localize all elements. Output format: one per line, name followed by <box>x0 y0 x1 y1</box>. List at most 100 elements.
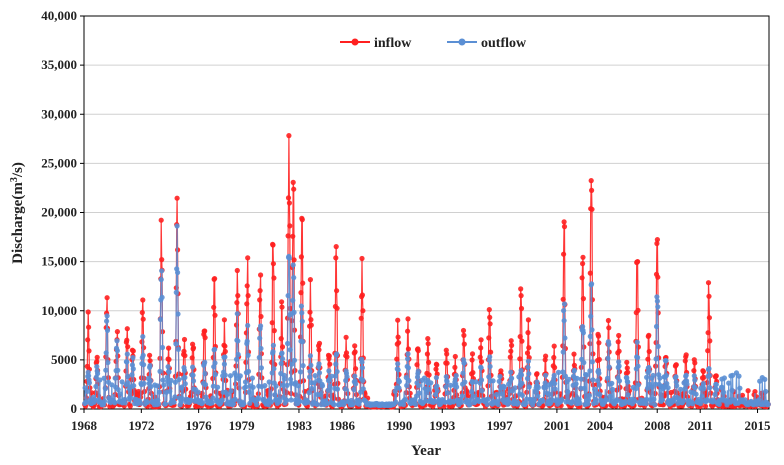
data-point-outflow <box>729 387 735 393</box>
data-point-outflow <box>512 385 518 391</box>
data-point-inflow <box>130 348 136 354</box>
data-point-inflow <box>279 344 286 350</box>
data-point-outflow <box>519 392 526 398</box>
x-tick-label: 1983 <box>286 418 313 433</box>
x-tick-label: 2008 <box>644 418 671 433</box>
data-point-outflow <box>428 380 434 386</box>
data-point-inflow <box>279 304 285 310</box>
data-point-outflow <box>605 355 611 361</box>
data-point-inflow <box>182 353 188 359</box>
data-point-outflow <box>308 362 314 368</box>
data-point-inflow <box>290 179 296 185</box>
data-point-inflow <box>244 283 250 289</box>
data-point-outflow <box>160 377 166 383</box>
data-point-inflow <box>526 345 532 351</box>
data-point-outflow <box>518 372 525 378</box>
x-tick-label: 2015 <box>745 418 772 433</box>
data-point-outflow <box>690 401 696 407</box>
data-point-outflow <box>122 400 128 406</box>
data-point-inflow <box>140 297 146 303</box>
data-point-outflow <box>589 327 595 333</box>
data-point-outflow <box>131 383 137 389</box>
data-point-outflow <box>288 397 294 403</box>
data-point-outflow <box>665 385 671 391</box>
data-point-outflow <box>405 351 411 357</box>
data-point-outflow <box>270 349 276 355</box>
data-point-outflow <box>700 381 707 387</box>
data-point-inflow <box>359 255 365 262</box>
data-point-inflow <box>94 358 100 365</box>
data-point-inflow <box>682 358 688 364</box>
x-tick-label: 2011 <box>688 418 713 433</box>
data-point-outflow <box>312 373 318 379</box>
data-point-inflow <box>543 353 549 359</box>
data-point-inflow <box>589 187 595 193</box>
data-point-inflow <box>452 364 458 370</box>
data-point-outflow <box>443 374 449 380</box>
data-point-outflow <box>730 372 736 378</box>
legend-inflow-label: inflow <box>374 36 412 51</box>
x-axis-title: Year <box>411 443 441 459</box>
data-point-outflow <box>109 382 115 388</box>
data-point-inflow <box>700 368 707 375</box>
data-point-inflow <box>190 345 197 351</box>
data-point-outflow <box>607 393 613 399</box>
data-point-inflow <box>425 336 431 342</box>
data-point-outflow <box>518 367 524 374</box>
data-point-outflow <box>535 393 541 399</box>
data-point-outflow <box>590 377 596 383</box>
data-point-inflow <box>243 359 249 365</box>
data-point-inflow <box>127 403 133 409</box>
data-point-outflow <box>117 391 123 397</box>
data-point-outflow <box>478 377 485 383</box>
x-tick-label: 1986 <box>329 418 356 433</box>
data-point-outflow <box>531 397 538 403</box>
data-point-outflow <box>713 381 719 388</box>
data-point-outflow <box>245 368 252 374</box>
data-point-outflow <box>212 360 218 366</box>
data-point-outflow <box>535 385 541 391</box>
data-point-outflow <box>129 372 135 378</box>
gridlines <box>84 15 769 361</box>
data-point-inflow <box>487 314 493 320</box>
data-point-inflow <box>587 270 593 276</box>
data-point-outflow <box>278 360 284 366</box>
data-point-outflow <box>395 361 401 367</box>
data-point-inflow <box>705 330 711 336</box>
data-point-outflow <box>580 324 586 330</box>
data-point-inflow <box>353 366 359 372</box>
data-point-inflow <box>147 352 153 358</box>
data-point-inflow <box>287 223 293 229</box>
data-point-outflow <box>395 367 401 373</box>
series-layer <box>82 133 771 410</box>
data-point-outflow <box>635 382 642 388</box>
data-point-outflow <box>461 360 467 366</box>
data-point-outflow <box>360 386 366 392</box>
data-point-inflow <box>291 186 297 192</box>
data-point-outflow <box>691 373 697 379</box>
data-point-inflow <box>486 335 492 341</box>
legend-item-outflow: outflow <box>447 36 527 51</box>
data-point-inflow <box>234 267 240 274</box>
data-point-inflow <box>470 370 476 376</box>
data-point-outflow <box>175 269 181 276</box>
data-point-outflow <box>140 352 146 358</box>
data-point-outflow <box>101 375 107 381</box>
data-point-inflow <box>702 403 709 409</box>
data-point-outflow <box>334 369 340 375</box>
data-point-outflow <box>552 381 558 387</box>
data-point-outflow <box>291 275 297 281</box>
data-point-outflow <box>154 383 160 389</box>
data-point-outflow <box>644 374 650 380</box>
data-point-inflow <box>86 348 92 354</box>
data-point-outflow <box>288 376 294 382</box>
data-point-inflow <box>85 337 91 343</box>
data-point-inflow <box>444 360 450 366</box>
data-point-inflow <box>139 309 145 316</box>
data-point-inflow <box>299 217 305 223</box>
data-point-inflow <box>635 307 641 313</box>
data-point-outflow <box>692 384 698 391</box>
data-point-inflow <box>434 362 440 368</box>
data-point-outflow <box>589 359 596 365</box>
data-point-inflow <box>334 288 340 294</box>
